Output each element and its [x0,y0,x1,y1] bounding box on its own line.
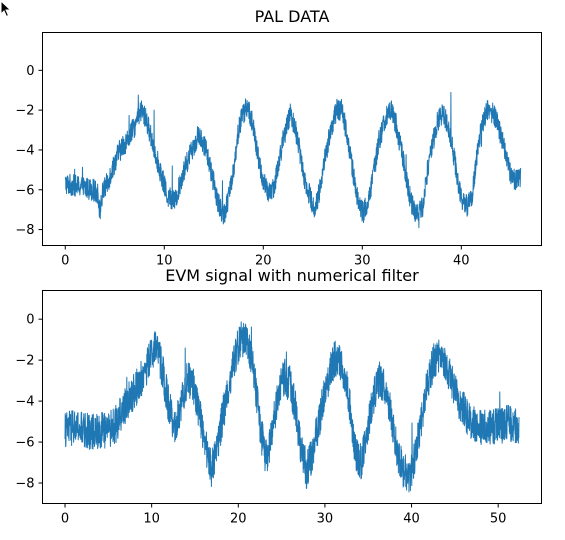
x-tick-label: 30 [354,254,371,269]
y-tick-label: 0 [26,313,34,328]
y-axis: 0 −2 −4 −6 −8 [15,313,43,492]
x-axis: 0 10 20 30 40 50 [61,503,507,527]
chart-title: EVM signal with numerical filter [165,266,419,285]
plot-frame [42,32,542,246]
x-tick-label: 0 [61,254,69,269]
x-tick-label: 20 [255,254,272,269]
x-tick-label: 10 [156,254,173,269]
y-tick-label: −2 [15,104,34,119]
chart-title: PAL DATA [255,7,330,26]
mouse-pointer-icon [0,0,12,18]
x-tick-label: 20 [230,512,247,527]
y-tick-label: −4 [15,143,34,158]
x-tick-label: 10 [143,512,160,527]
y-tick-label: −6 [15,436,34,451]
series-line [64,321,520,493]
x-tick-label: 50 [490,512,507,527]
x-tick-label: 40 [403,512,420,527]
series-layer [64,92,522,229]
y-tick-label: −8 [15,223,34,238]
x-axis: 0 10 20 30 40 [61,245,470,269]
plot-frame [42,290,542,504]
y-tick-label: −8 [15,477,34,492]
y-tick-label: −2 [15,354,34,369]
x-tick-label: 30 [317,512,334,527]
y-tick-label: 0 [26,64,34,79]
y-tick-label: −6 [15,183,34,198]
x-tick-label: 40 [453,254,470,269]
pal-data-chart: PAL DATA 0 10 20 30 40 0 −2 −4 −6 −8 [15,7,542,269]
x-tick-label: 0 [61,512,69,527]
y-tick-label: −4 [15,395,34,410]
series-line [64,92,522,229]
evm-signal-chart: EVM signal with numerical filter 0 10 20 30… [15,266,542,527]
y-axis: 0 −2 −4 −6 −8 [15,64,43,238]
series-layer [64,321,520,493]
